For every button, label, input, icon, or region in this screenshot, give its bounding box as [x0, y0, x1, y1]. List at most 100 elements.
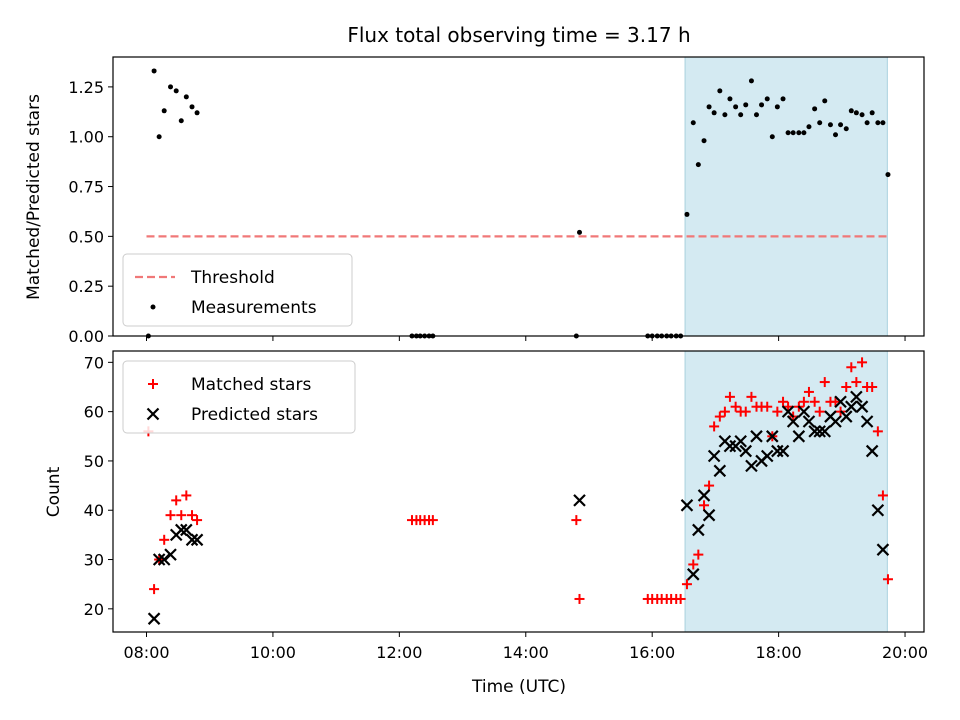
x-stroke: [786, 415, 800, 428]
data-point-predicted-stars: [190, 533, 204, 547]
data-point-predicted-stars: [865, 444, 879, 458]
data-point-measurements: [156, 134, 162, 140]
data-point-predicted-stars: [813, 425, 826, 438]
data-point-matched-stars: [159, 534, 170, 545]
data-point-predicted-stars: [180, 523, 193, 537]
data-point-measurements: [151, 68, 157, 74]
data-point-matched-stars: [803, 386, 814, 397]
data-point-measurements: [885, 172, 891, 178]
data-point-predicted-stars: [860, 415, 874, 428]
x-stroke: [845, 400, 858, 413]
data-point-matched-stars: [724, 391, 735, 402]
y-tick-label: 60: [84, 403, 104, 422]
x-stroke: [839, 410, 853, 423]
legend-label: Predicted stars: [191, 405, 318, 425]
data-point-predicted-stars: [697, 489, 711, 502]
data-point-measurements: [576, 229, 582, 235]
data-point-measurements: [748, 78, 754, 84]
x-stroke: [855, 400, 869, 413]
data-point-matched-stars: [699, 500, 710, 511]
data-point-matched-stars: [571, 515, 582, 526]
x-stroke: [834, 395, 847, 409]
data-point-measurements: [785, 130, 791, 136]
x-stroke: [680, 499, 694, 512]
data-point-measurements: [764, 96, 770, 102]
y-tick-label: 0.75: [68, 178, 104, 197]
legend-swatch-dot: [150, 304, 156, 310]
data-point-measurements: [717, 88, 723, 94]
data-point-predicted-stars: [750, 430, 763, 443]
data-point-predicted-stars: [786, 415, 800, 428]
x-stroke: [180, 523, 193, 537]
data-point-matched-stars: [714, 411, 725, 422]
data-point-predicted-stars: [745, 459, 758, 473]
x-stroke: [792, 430, 806, 443]
data-point-measurements: [706, 104, 712, 110]
data-point-matched-stars: [192, 515, 203, 526]
data-point-matched-stars: [427, 515, 438, 526]
data-point-matched-stars: [846, 362, 857, 373]
x-stroke: [760, 449, 774, 463]
data-point-predicted-stars: [174, 523, 188, 537]
data-point-matched-stars: [841, 381, 852, 392]
x-stroke: [734, 434, 747, 448]
data-point-matched-stars: [882, 574, 893, 585]
data-point-matched-stars: [719, 406, 730, 417]
data-point-measurements: [817, 120, 823, 126]
data-point-matched-stars: [851, 377, 862, 388]
data-point-measurements: [880, 120, 886, 126]
x-stroke: [190, 533, 204, 547]
x-stroke: [808, 425, 821, 438]
data-point-measurements: [727, 96, 733, 102]
data-point-matched-stars: [181, 490, 192, 501]
data-point-predicted-stars: [692, 523, 705, 537]
data-point-measurements: [822, 98, 828, 104]
bottom-y-axis-label: Count: [44, 466, 64, 517]
data-point-matched-stars: [709, 421, 720, 432]
data-point-matched-stars: [819, 377, 830, 388]
bottom-panel: 20 30 40 50 60 70 08:00 10:00 12:00 14:00 16:00 18:…: [84, 350, 928, 662]
axes-frame: [112, 350, 925, 633]
data-point-measurements: [812, 106, 818, 112]
y-tick-label: 40: [84, 501, 104, 520]
data-point-measurements: [738, 112, 744, 118]
y-tick-label: 30: [84, 551, 104, 570]
data-point-matched-stars: [857, 357, 868, 368]
data-point-measurements: [864, 120, 870, 126]
data-point-measurements: [806, 124, 812, 130]
data-point-predicted-stars: [687, 568, 700, 581]
y-tick-label: 50: [84, 452, 104, 471]
data-point-matched-stars: [778, 396, 789, 407]
data-point-measurements: [743, 102, 749, 108]
data-point-predicted-stars: [702, 508, 716, 522]
data-point-measurements: [183, 94, 189, 100]
data-point-measurements: [875, 120, 881, 126]
data-point-matched-stars: [783, 401, 794, 412]
top-y-axis-label: Matched/Predicted stars: [24, 94, 44, 300]
legend-swatch-x: [146, 407, 160, 421]
legend: Matched stars Predicted stars: [122, 360, 356, 434]
data-point-measurements: [701, 138, 707, 144]
data-point-predicted-stars: [185, 533, 199, 547]
x-tick-label: 20:00: [882, 643, 928, 662]
x-stroke: [860, 415, 874, 428]
data-point-measurements: [173, 88, 179, 94]
data-point-predicted-stars: [850, 390, 863, 404]
data-point-measurements: [690, 120, 696, 126]
x-stroke: [797, 405, 811, 418]
data-point-matched-stars: [730, 401, 741, 412]
data-point-predicted-stars: [781, 405, 795, 418]
data-point-predicted-stars: [839, 410, 853, 423]
data-point-measurements: [833, 132, 839, 138]
data-point-measurements: [769, 134, 775, 140]
x-stroke: [776, 444, 790, 458]
x-stroke: [865, 444, 879, 458]
x-stroke: [702, 508, 716, 522]
data-point-predicted-stars: [792, 430, 806, 443]
data-point-predicted-stars: [818, 425, 832, 438]
data-point-matched-stars: [688, 559, 699, 570]
x-stroke: [185, 533, 199, 547]
data-point-measurements: [733, 104, 739, 110]
x-stroke: [766, 430, 779, 443]
observing-span-shade: [684, 56, 888, 337]
